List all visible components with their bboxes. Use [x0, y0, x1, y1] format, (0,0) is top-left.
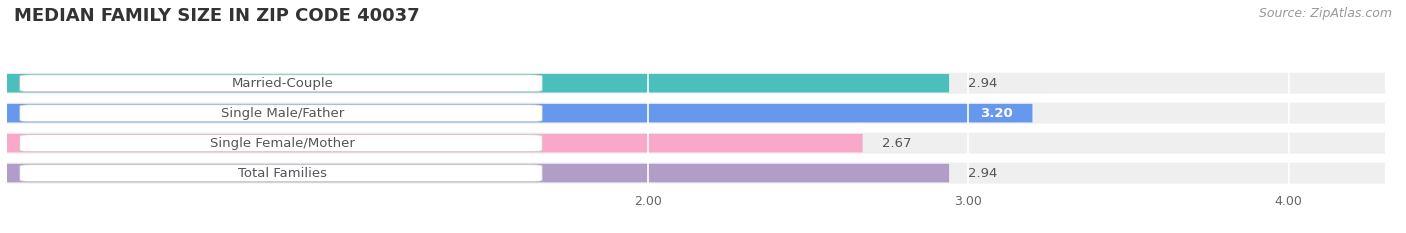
FancyBboxPatch shape [7, 134, 863, 152]
FancyBboxPatch shape [7, 73, 1385, 94]
Text: Single Female/Mother: Single Female/Mother [209, 137, 356, 150]
FancyBboxPatch shape [7, 104, 1032, 123]
Text: Source: ZipAtlas.com: Source: ZipAtlas.com [1258, 7, 1392, 20]
FancyBboxPatch shape [20, 75, 543, 92]
FancyBboxPatch shape [20, 165, 543, 182]
Text: 3.20: 3.20 [980, 107, 1014, 120]
Text: 2.94: 2.94 [969, 77, 998, 90]
FancyBboxPatch shape [20, 105, 543, 122]
Text: Total Families: Total Families [238, 167, 328, 180]
FancyBboxPatch shape [7, 74, 949, 93]
Text: 2.67: 2.67 [882, 137, 911, 150]
Text: 2.94: 2.94 [969, 167, 998, 180]
FancyBboxPatch shape [20, 135, 543, 151]
FancyBboxPatch shape [7, 103, 1385, 124]
FancyBboxPatch shape [7, 163, 1385, 184]
FancyBboxPatch shape [7, 164, 949, 182]
Text: Single Male/Father: Single Male/Father [221, 107, 344, 120]
FancyBboxPatch shape [7, 133, 1385, 154]
Text: MEDIAN FAMILY SIZE IN ZIP CODE 40037: MEDIAN FAMILY SIZE IN ZIP CODE 40037 [14, 7, 419, 25]
Text: Married-Couple: Married-Couple [232, 77, 333, 90]
